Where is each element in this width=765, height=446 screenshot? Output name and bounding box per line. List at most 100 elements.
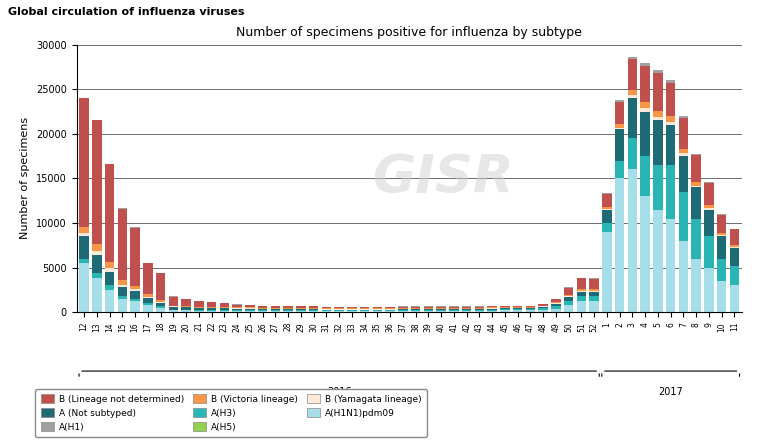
Bar — [386, 311, 395, 312]
Bar — [551, 304, 561, 306]
Bar — [436, 310, 446, 311]
Bar — [589, 292, 599, 296]
Bar — [577, 278, 586, 289]
Bar — [373, 308, 382, 309]
Bar — [692, 182, 701, 186]
Bar — [130, 301, 140, 312]
Bar — [92, 120, 102, 244]
Bar — [436, 308, 446, 309]
Bar — [334, 311, 344, 312]
Bar — [347, 311, 356, 312]
Bar — [194, 311, 203, 312]
Bar — [220, 311, 230, 312]
Bar — [271, 308, 280, 309]
Bar — [411, 311, 421, 312]
Bar — [80, 98, 89, 227]
Text: GISR: GISR — [372, 153, 513, 204]
Bar — [513, 306, 522, 307]
Bar — [168, 306, 178, 307]
Bar — [653, 120, 662, 165]
Bar — [500, 308, 509, 309]
Legend: B (Lineage not determined), A (Not subtyped), A(H1), B (Victoria lineage), A(H3): B (Lineage not determined), A (Not subty… — [35, 389, 427, 437]
Bar — [309, 309, 318, 310]
Bar — [334, 308, 344, 309]
Bar — [194, 308, 203, 310]
Bar — [692, 155, 701, 182]
Bar — [143, 298, 153, 303]
Bar — [679, 149, 689, 153]
Bar — [692, 186, 701, 187]
Bar — [589, 301, 599, 312]
Bar — [653, 117, 662, 120]
Bar — [143, 294, 153, 297]
Bar — [283, 308, 293, 309]
Bar — [360, 308, 369, 309]
Bar — [627, 95, 637, 98]
Bar — [245, 307, 255, 308]
Bar — [424, 308, 433, 309]
Bar — [168, 297, 178, 306]
Bar — [386, 307, 395, 308]
Bar — [436, 309, 446, 310]
Bar — [666, 219, 675, 312]
Bar — [271, 310, 280, 311]
Bar — [258, 306, 268, 308]
Bar — [602, 207, 612, 209]
Bar — [615, 178, 624, 312]
Text: Weeks: Weeks — [391, 409, 428, 418]
Bar — [436, 306, 446, 308]
Bar — [156, 300, 165, 302]
Bar — [309, 306, 318, 308]
Bar — [245, 311, 255, 312]
Bar — [220, 303, 230, 307]
Bar — [704, 268, 714, 312]
Bar — [653, 73, 662, 111]
Bar — [564, 295, 574, 296]
Bar — [105, 164, 115, 262]
Bar — [577, 292, 586, 296]
Bar — [130, 286, 140, 289]
Bar — [679, 156, 689, 192]
Bar — [539, 306, 548, 307]
Bar — [589, 291, 599, 292]
Bar — [424, 309, 433, 310]
Bar — [717, 281, 727, 312]
Bar — [271, 309, 280, 310]
Bar — [526, 308, 536, 309]
Bar — [296, 306, 306, 308]
Bar — [500, 309, 509, 310]
Bar — [717, 233, 727, 235]
Bar — [220, 307, 230, 308]
Bar — [589, 278, 599, 279]
Bar — [233, 305, 242, 307]
Bar — [462, 310, 471, 311]
Bar — [717, 259, 727, 281]
Bar — [500, 307, 509, 308]
Bar — [207, 307, 216, 308]
Bar — [181, 307, 191, 310]
Bar — [373, 311, 382, 312]
Bar — [143, 305, 153, 312]
Bar — [526, 310, 536, 312]
Bar — [347, 309, 356, 310]
Bar — [474, 308, 484, 309]
Bar — [296, 309, 306, 310]
Bar — [564, 296, 574, 297]
Bar — [730, 285, 739, 312]
Bar — [156, 302, 165, 303]
Bar — [118, 296, 127, 299]
Bar — [539, 308, 548, 310]
Bar — [398, 310, 408, 311]
Bar — [309, 310, 318, 311]
Bar — [692, 259, 701, 312]
Bar — [462, 308, 471, 309]
Bar — [692, 154, 701, 155]
Bar — [105, 272, 115, 285]
Bar — [692, 219, 701, 259]
Bar — [105, 268, 115, 272]
Bar — [500, 306, 509, 307]
Bar — [309, 308, 318, 309]
Bar — [118, 285, 127, 287]
Bar — [398, 311, 408, 312]
Bar — [347, 307, 356, 308]
